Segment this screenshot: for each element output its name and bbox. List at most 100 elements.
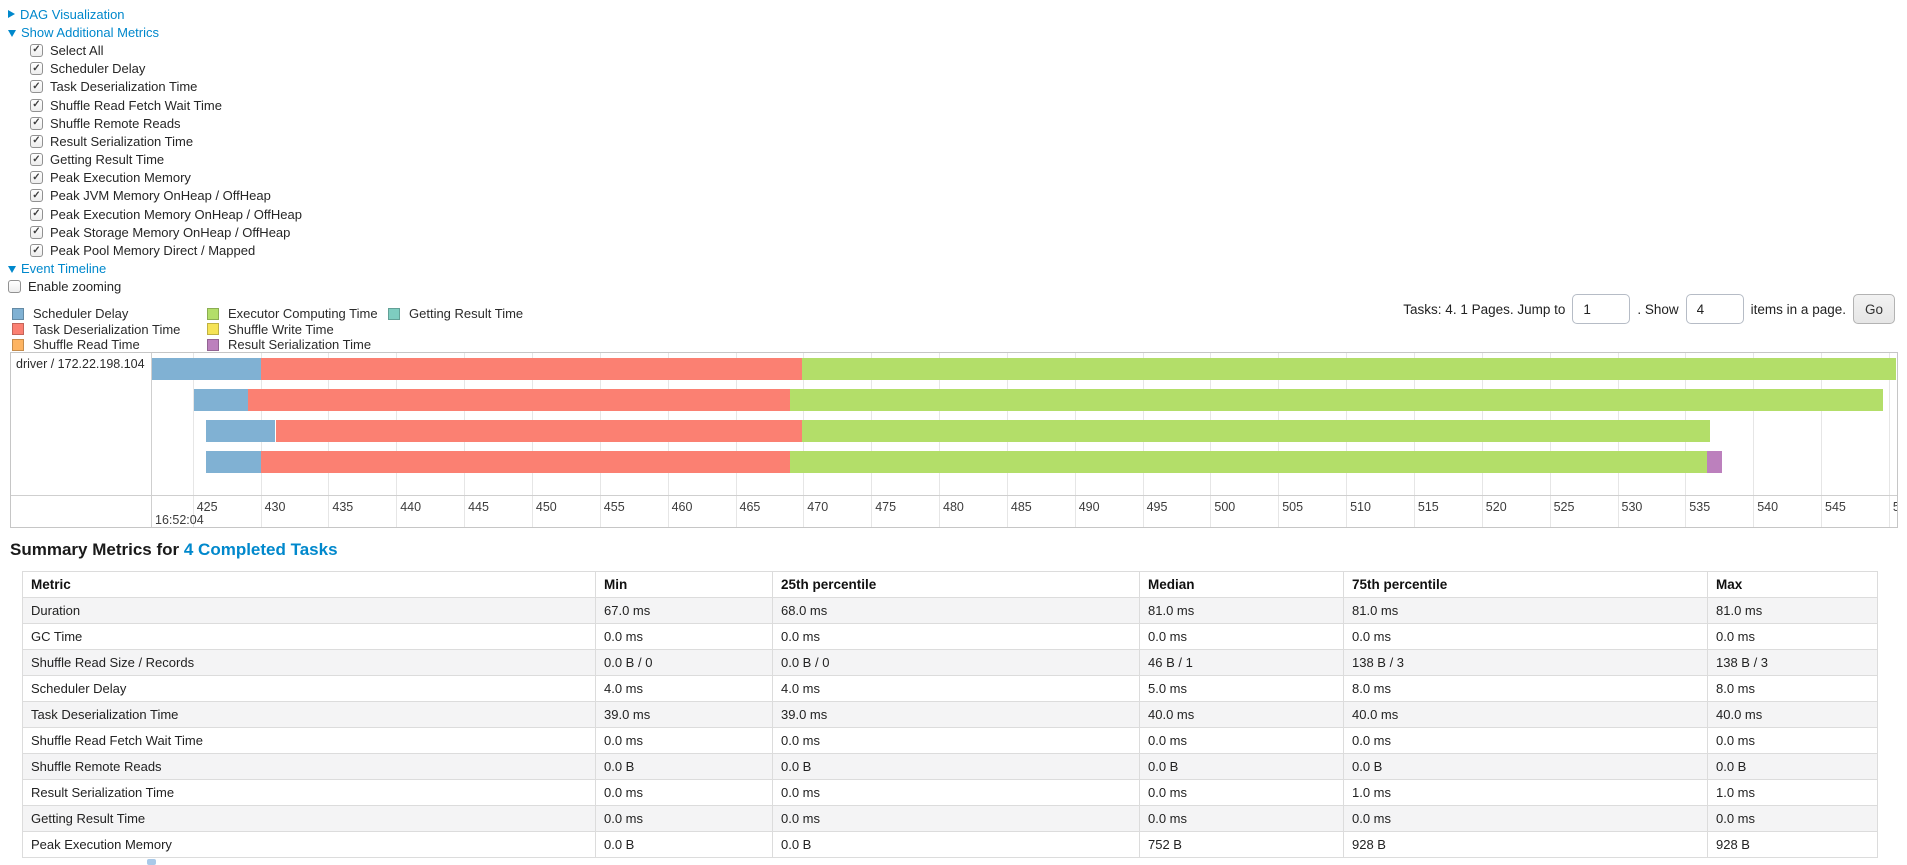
- timeline-tick-label: 500: [1214, 500, 1236, 514]
- metric-value-cell: 0.0 B: [772, 753, 1140, 780]
- metric-checkbox-row[interactable]: Peak Execution Memory: [30, 169, 302, 187]
- metric-checkbox-row[interactable]: Shuffle Read Fetch Wait Time: [30, 96, 302, 114]
- timeline-tick-label: 485: [1010, 500, 1032, 514]
- metric-checkbox[interactable]: [30, 153, 43, 167]
- expanded-arrow-icon: [8, 266, 16, 274]
- metric-checkbox[interactable]: [30, 116, 43, 130]
- metric-value-cell: 39.0 ms: [772, 701, 1140, 728]
- summary-column-header: 25th percentile: [772, 571, 1140, 598]
- timeline-tick-label: 505: [1282, 500, 1304, 514]
- metric-checkbox[interactable]: [30, 98, 43, 112]
- task-segment-task-deserialization[interactable]: [260, 451, 790, 473]
- legend-swatch-icon: [207, 323, 219, 336]
- task-segment-scheduler-delay[interactable]: [194, 389, 249, 411]
- go-button[interactable]: Go: [1852, 294, 1895, 324]
- summary-table-row: Shuffle Read Fetch Wait Time 0.0 ms 0.0 ms…: [22, 727, 1878, 754]
- metric-value-cell: 1.0 ms: [1707, 779, 1878, 806]
- task-segment-executor-computing[interactable]: [789, 389, 1884, 411]
- metric-value-cell: 0.0 B / 0: [772, 649, 1140, 676]
- metric-value-cell: 4.0 ms: [772, 675, 1140, 702]
- task-segment-result-serialization[interactable]: [1707, 451, 1722, 473]
- task-segment-executor-computing[interactable]: [789, 451, 1708, 473]
- dag-visualization-link[interactable]: DAG Visualization: [20, 6, 125, 22]
- metric-checkbox[interactable]: [30, 189, 43, 203]
- timeline-tick-label: 510: [1350, 500, 1371, 514]
- timeline-tick-label: 475: [875, 500, 897, 514]
- metric-checkbox[interactable]: [30, 134, 43, 148]
- metric-checkbox-row[interactable]: Peak Pool Memory Direct / Mapped: [30, 241, 302, 259]
- metric-checkbox-row[interactable]: Shuffle Remote Reads: [30, 114, 302, 132]
- task-segment-task-deserialization[interactable]: [248, 389, 790, 411]
- legend-item: Shuffle Read Time: [12, 337, 180, 353]
- task-segment-task-deserialization[interactable]: [275, 420, 802, 442]
- timeline-tick-label: 490: [1078, 500, 1100, 514]
- jump-to-page-input[interactable]: [1572, 294, 1631, 324]
- metric-value-cell: 0.0 ms: [1707, 623, 1878, 650]
- dag-visualization-toggle[interactable]: DAG Visualization: [8, 5, 302, 23]
- metric-checkbox[interactable]: [30, 80, 43, 94]
- task-segment-task-deserialization[interactable]: [260, 358, 802, 380]
- metric-checkbox-row[interactable]: Peak Execution Memory OnHeap / OffHeap: [30, 205, 302, 223]
- metric-checkbox[interactable]: [30, 244, 43, 258]
- summary-table-row: Task Deserialization Time 39.0 ms 39.0 ms 4…: [22, 701, 1878, 728]
- task-segment-executor-computing[interactable]: [802, 420, 1710, 442]
- timeline-tick-label: 525: [1553, 500, 1575, 514]
- task-segment-executor-computing[interactable]: [802, 358, 1896, 380]
- summary-table-row: Scheduler Delay 4.0 ms 4.0 ms 5.0 ms 8.0 ms 8…: [22, 675, 1878, 702]
- metric-checkbox[interactable]: [30, 225, 43, 239]
- metric-checkbox-label: Peak Execution Memory: [50, 170, 191, 186]
- task-pagination: Tasks: 4. 1 Pages. Jump to . Show items …: [1403, 292, 1895, 326]
- legend-column: Scheduler Delay Task Deserialization Time…: [12, 306, 180, 353]
- summary-table-row: Getting Result Time 0.0 ms 0.0 ms 0.0 ms 0.0…: [22, 805, 1878, 832]
- metric-value-cell: 0.0 B: [1139, 753, 1344, 780]
- metric-checkbox-row[interactable]: Peak JVM Memory OnHeap / OffHeap: [30, 187, 302, 205]
- timeline-tick-label: 535: [1689, 500, 1711, 514]
- task-segment-scheduler-delay[interactable]: [152, 358, 261, 380]
- metric-checkbox-row[interactable]: Peak Storage Memory OnHeap / OffHeap: [30, 223, 302, 241]
- event-timeline-chart[interactable]: driver / 172.22.198.104 425 430 435 440 445 4…: [10, 352, 1898, 528]
- metric-checkbox-label: Peak Execution Memory OnHeap / OffHeap: [50, 206, 302, 222]
- enable-zooming-row[interactable]: Enable zooming: [8, 278, 302, 296]
- metric-value-cell: 0.0 ms: [1139, 779, 1344, 806]
- metric-value-cell: 0.0 ms: [595, 805, 773, 832]
- metric-checkbox[interactable]: [30, 171, 43, 185]
- show-additional-metrics-toggle[interactable]: Show Additional Metrics: [8, 23, 302, 41]
- metric-checkbox[interactable]: [30, 43, 43, 57]
- metric-value-cell: 138 B / 3: [1707, 649, 1878, 676]
- timeline-group-label-cell: driver / 172.22.198.104: [11, 353, 152, 527]
- legend-column: Executor Computing Time Shuffle Write Tim…: [207, 306, 378, 353]
- metric-value-cell: 5.0 ms: [1139, 675, 1344, 702]
- completed-tasks-link[interactable]: 4 Completed Tasks: [183, 540, 338, 559]
- task-segment-scheduler-delay[interactable]: [206, 451, 261, 473]
- show-additional-metrics-link[interactable]: Show Additional Metrics: [21, 24, 160, 40]
- stage-controls: DAG Visualization Show Additional Metric…: [8, 5, 302, 296]
- items-per-page-input[interactable]: [1685, 294, 1744, 324]
- metric-checkbox-row[interactable]: Select All: [30, 41, 302, 59]
- metric-checkbox[interactable]: [30, 62, 43, 76]
- timeline-tick-label: 435: [332, 500, 354, 514]
- metric-name-cell: Duration: [22, 597, 596, 624]
- metric-checkbox-row[interactable]: Getting Result Time: [30, 151, 302, 169]
- event-timeline-link[interactable]: Event Timeline: [21, 261, 107, 277]
- metric-value-cell: 0.0 B: [1707, 753, 1878, 780]
- timeline-tick-label: 470: [807, 500, 829, 514]
- metric-value-cell: 0.0 ms: [772, 779, 1140, 806]
- legend-label: Scheduler Delay: [33, 306, 129, 322]
- metric-value-cell: 138 B / 3: [1343, 649, 1708, 676]
- legend-swatch-icon: [12, 338, 24, 351]
- metric-value-cell: 39.0 ms: [595, 701, 773, 728]
- summary-table-row: Shuffle Remote Reads 0.0 B 0.0 B 0.0 B 0.0 B…: [22, 753, 1878, 780]
- metric-value-cell: 0.0 ms: [1707, 805, 1878, 832]
- metric-checkbox-row[interactable]: Task Deserialization Time: [30, 78, 302, 96]
- event-timeline-toggle[interactable]: Event Timeline: [8, 260, 302, 278]
- enable-zooming-checkbox[interactable]: [8, 280, 21, 294]
- metric-checkbox-row[interactable]: Scheduler Delay: [30, 60, 302, 78]
- metric-checkbox-row[interactable]: Result Serialization Time: [30, 132, 302, 150]
- task-segment-scheduler-delay[interactable]: [206, 420, 276, 442]
- summary-column-header: 75th percentile: [1343, 571, 1708, 598]
- summary-table-row: Peak Execution Memory 0.0 B 0.0 B 752 B 928 …: [22, 831, 1878, 858]
- metric-value-cell: 4.0 ms: [595, 675, 773, 702]
- metric-checkbox[interactable]: [30, 207, 43, 221]
- timeline-tick-label: 530: [1621, 500, 1643, 514]
